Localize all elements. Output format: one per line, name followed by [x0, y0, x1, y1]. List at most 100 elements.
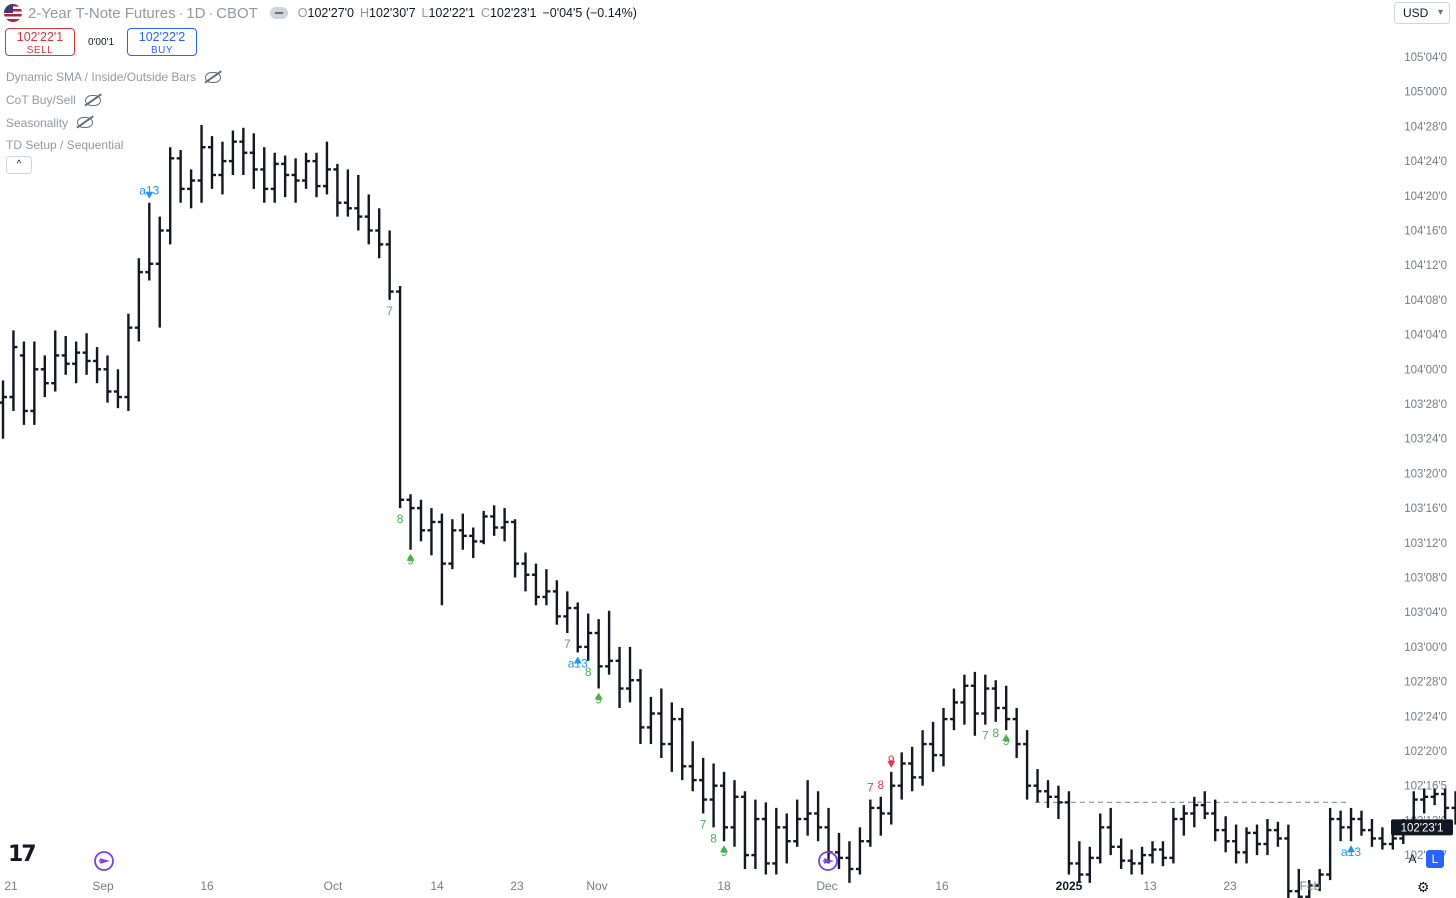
ohlc-bar	[1378, 827, 1387, 850]
open-value: 102'27'0	[307, 6, 354, 20]
ohlc-bar	[1211, 799, 1220, 842]
symbol-name[interactable]: 2-Year T-Note Futures	[28, 4, 176, 22]
low-label: L	[421, 6, 429, 20]
event-arrow	[99, 858, 110, 864]
ohlc-bar	[281, 155, 290, 198]
interval-label[interactable]: 1D	[186, 4, 206, 22]
ohlc-bar	[1221, 816, 1230, 853]
ohlc-bar	[417, 499, 425, 542]
y-tick-label: 104'16'0	[1404, 226, 1447, 238]
td-label: 8	[992, 726, 999, 740]
td-arrow-marker	[145, 191, 154, 199]
ohlc-bar	[1430, 788, 1439, 806]
ohlc-bar	[814, 791, 823, 842]
indicator-seasonality[interactable]: Seasonality	[6, 111, 221, 134]
ohlc-bar	[521, 552, 530, 592]
ohlc-bar	[1357, 810, 1366, 836]
eye-hidden-icon[interactable]	[205, 71, 222, 83]
buy-price: 102'22'2	[138, 30, 186, 44]
ohlc-bar	[270, 152, 279, 203]
close-label: C	[480, 6, 490, 20]
auto-scale-button[interactable]: A	[1408, 852, 1417, 866]
close-value: 102'23'1	[489, 6, 537, 20]
caret-up-icon[interactable]: ^	[6, 156, 32, 174]
ohlc-bar	[9, 330, 18, 411]
low-value: 102'22'1	[428, 6, 475, 20]
eye-hidden-icon[interactable]	[84, 94, 101, 106]
td-arrow-marker	[720, 845, 729, 853]
symbol-header: 2-Year T-Note Futures · 1D · CBOT O102'2…	[0, 0, 637, 26]
ohlc-bar	[667, 702, 676, 772]
sell-button[interactable]: 102'22'1 SELL	[5, 28, 75, 56]
ohlc-bar	[291, 158, 300, 203]
td-label: 8	[397, 512, 404, 526]
ohlc-bar	[1367, 819, 1376, 847]
td-label: 8	[710, 831, 717, 845]
ohlc-bar	[626, 646, 634, 703]
y-tick-label: 104'00'0	[1404, 364, 1447, 376]
ohlc-bar	[866, 799, 875, 847]
ohlc-bar	[458, 513, 467, 550]
ohlc-bar	[939, 707, 948, 767]
ohlc-bar	[155, 216, 164, 328]
ohlc-bar	[1002, 685, 1011, 731]
ohlc-bar	[855, 827, 864, 875]
log-scale-button[interactable]: L	[1426, 850, 1444, 868]
us-flag-icon	[4, 4, 22, 22]
x-tick-label: 16	[935, 879, 949, 893]
ohlc-bar	[897, 752, 906, 800]
tradingview-logo-icon[interactable]: 17	[8, 842, 37, 867]
x-tick-label: 13	[1143, 879, 1157, 893]
td-arrow-marker	[887, 760, 896, 768]
y-tick-label: 103'28'0	[1404, 399, 1447, 411]
ohlc-bar	[688, 741, 697, 792]
ohlc-bar	[751, 799, 760, 869]
ohlc-bar	[145, 202, 154, 281]
ohlc-bar	[51, 330, 60, 392]
ohlc-bar	[469, 527, 478, 559]
indicator-label: Dynamic SMA / Inside/Outside Bars	[6, 70, 197, 85]
y-tick-label: 103'20'0	[1404, 468, 1447, 480]
x-tick-label: Nov	[586, 879, 607, 893]
td-label: 8	[877, 778, 884, 792]
ohlc-bar	[835, 832, 843, 869]
x-tick-label: Sep	[92, 879, 114, 893]
ohlc-bar	[302, 152, 311, 189]
ohlc-bar	[793, 799, 802, 847]
indicator-cot[interactable]: CoT Buy/Sell	[6, 89, 221, 112]
x-tick-label: 2025	[1056, 879, 1083, 893]
ohlc-bar	[1305, 880, 1314, 898]
ohlc-bar	[500, 508, 509, 542]
collapse-icon[interactable]	[269, 7, 288, 19]
ohlc-bar	[1336, 810, 1345, 842]
td-label: 7	[982, 729, 989, 743]
ohlc-bar	[479, 510, 488, 545]
ohlc-bar	[187, 169, 196, 209]
buy-label: BUY	[150, 45, 174, 56]
y-tick-label: 102'24'0	[1404, 711, 1447, 723]
ohlc-bar	[113, 369, 122, 409]
ohlc-bar	[636, 669, 645, 745]
y-tick-label: 104'12'0	[1404, 260, 1447, 272]
ohlc-values: O102'27'0 H102'30'7 L102'22'1 C102'23'1 …	[298, 6, 637, 20]
buy-button[interactable]: 102'22'2 BUY	[127, 28, 197, 56]
indicator-td-sequential[interactable]: TD Setup / Sequential	[6, 134, 221, 157]
y-tick-label: 103'04'0	[1404, 607, 1447, 619]
y-tick-label: 102'20'0	[1404, 746, 1447, 758]
ohlc-bar	[584, 613, 593, 661]
td-label: 7	[386, 304, 393, 318]
ohlc-bar	[1138, 846, 1147, 875]
gear-icon[interactable]: ⚙	[1417, 879, 1430, 895]
y-tick-label: 103'12'0	[1404, 538, 1447, 550]
currency-select[interactable]: USD	[1394, 2, 1450, 24]
ohlc-bar	[1284, 824, 1293, 898]
ohlc-bar	[1451, 791, 1456, 825]
ohlc-bar	[991, 680, 1000, 722]
ohlc-bar	[197, 125, 206, 203]
ohlc-bar	[594, 619, 603, 689]
indicator-dynamic-sma[interactable]: Dynamic SMA / Inside/Outside Bars	[6, 66, 222, 89]
eye-hidden-icon[interactable]	[77, 117, 94, 129]
y-tick-label: 103'24'0	[1404, 434, 1447, 446]
td-label: 7	[700, 817, 707, 831]
